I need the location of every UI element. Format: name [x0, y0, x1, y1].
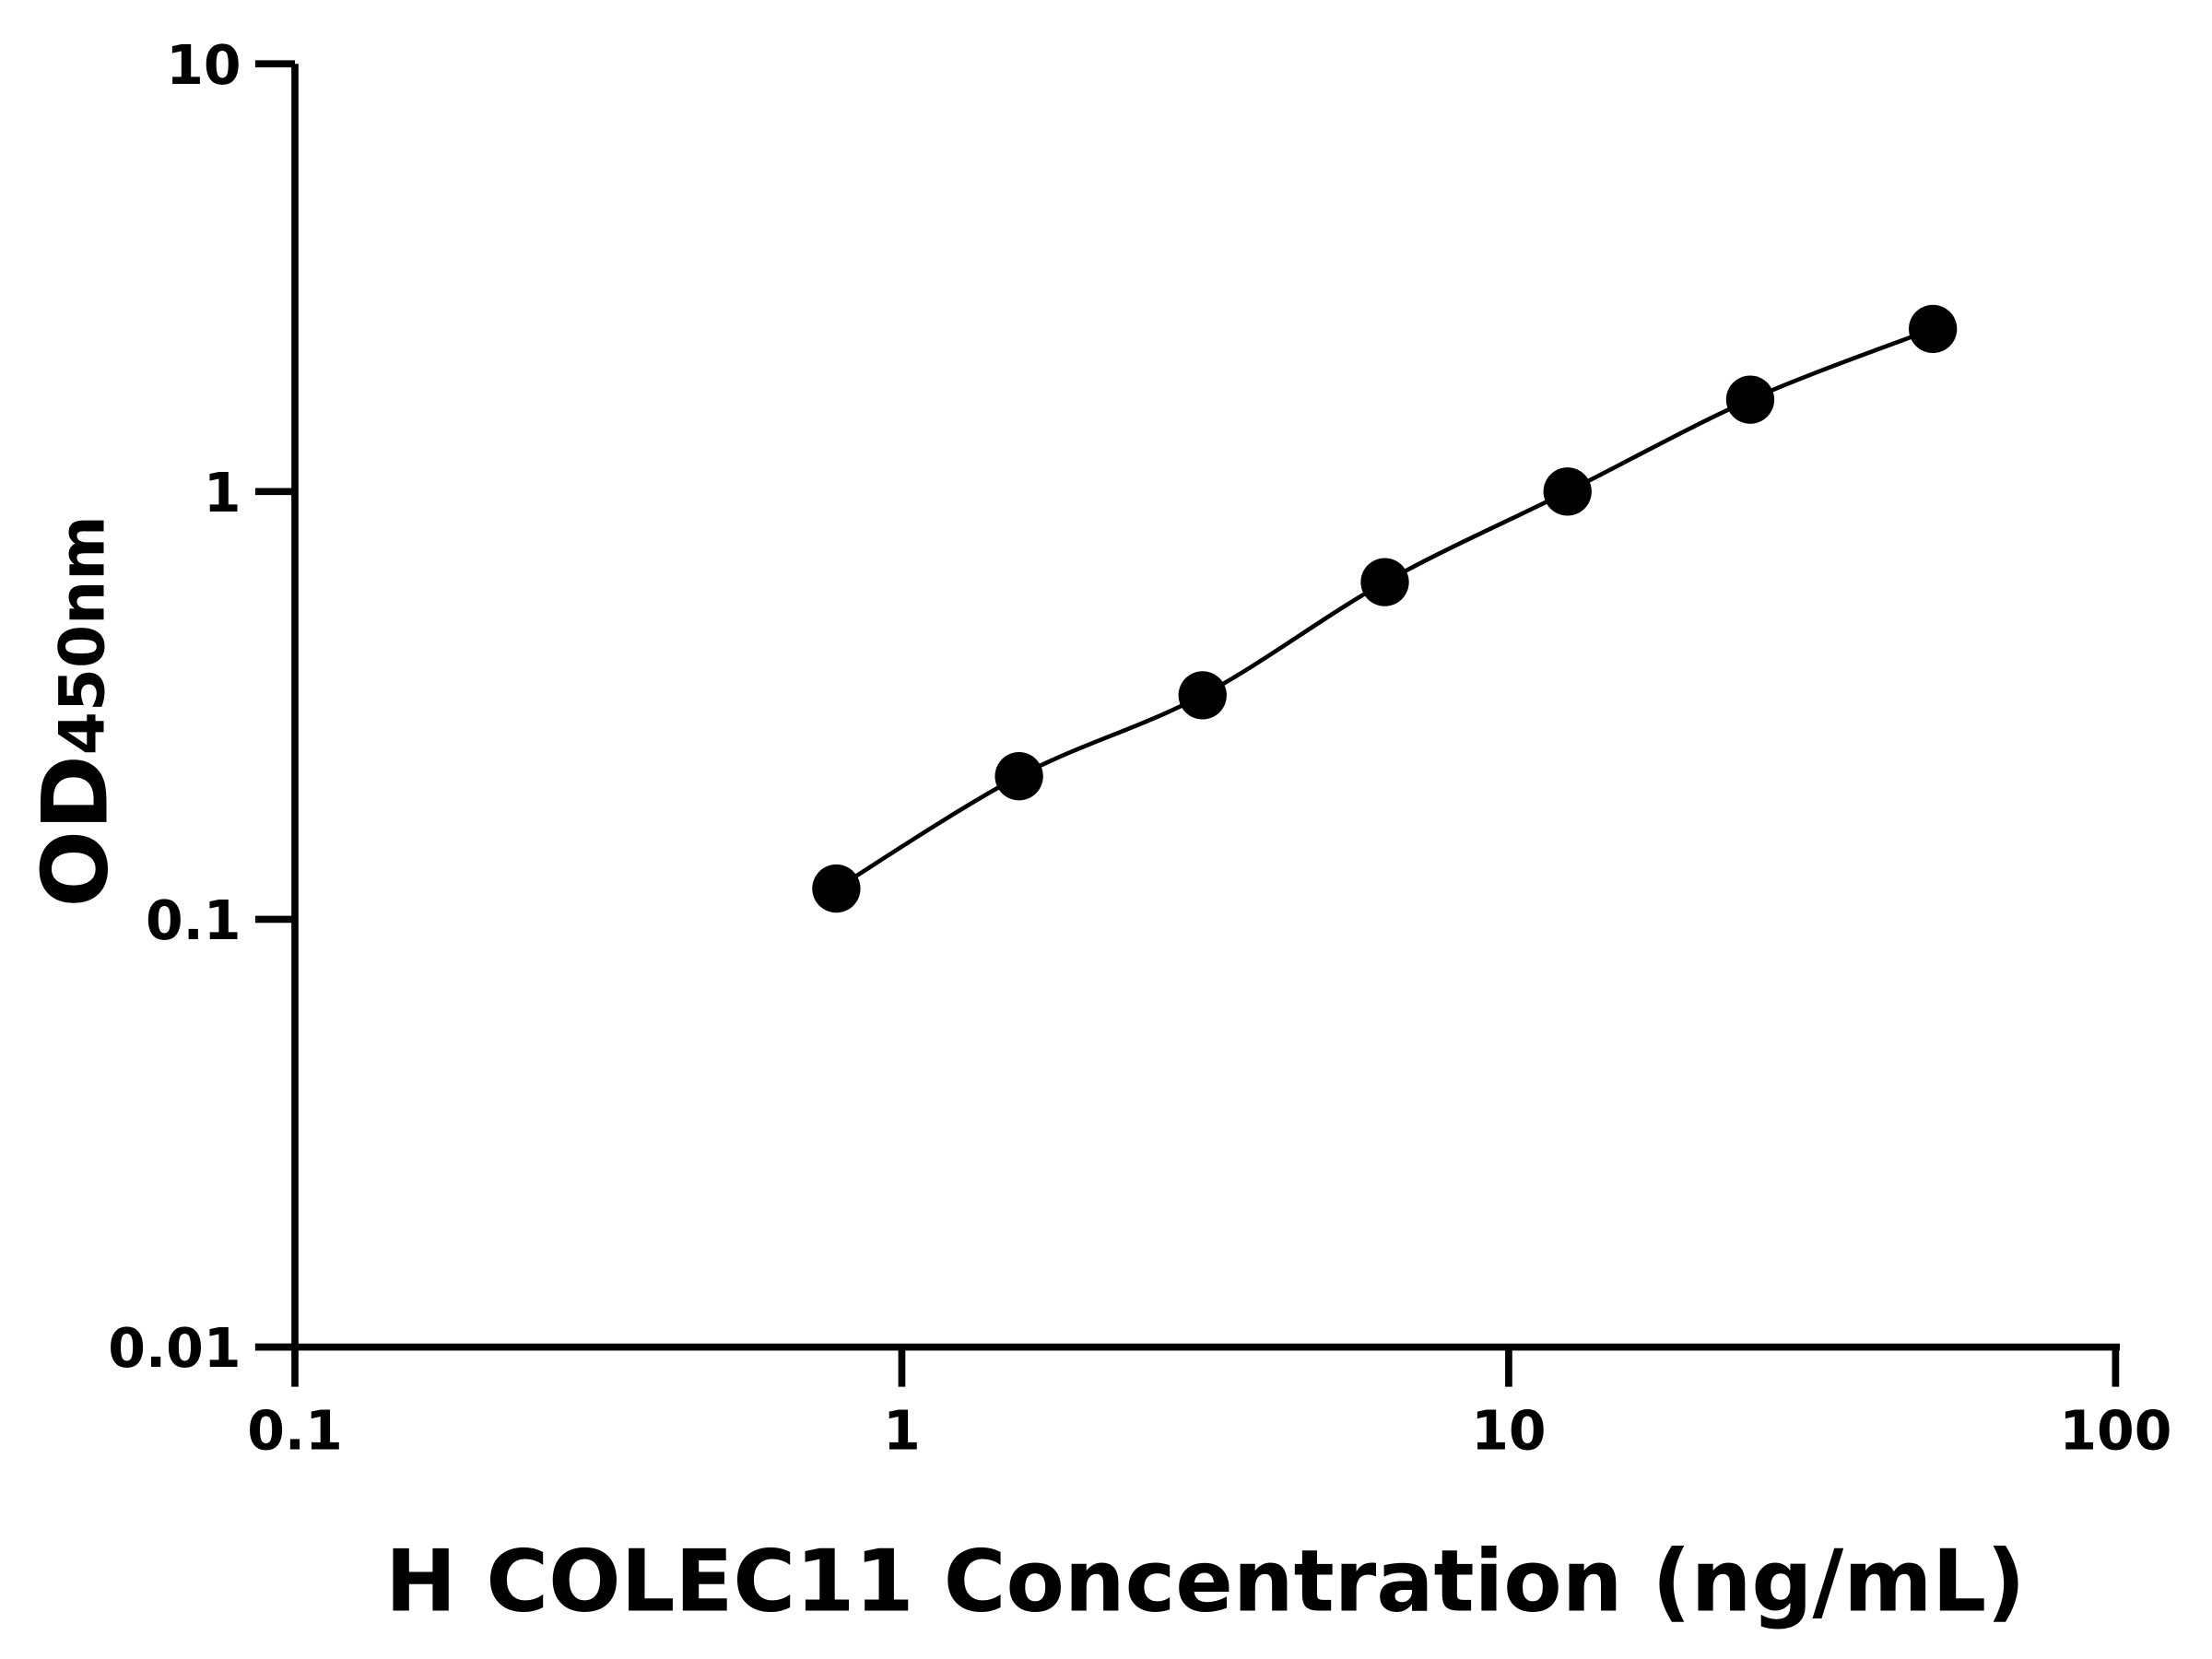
data-point [1360, 558, 1409, 606]
y-axis-label: OD450nm [23, 515, 128, 907]
data-point [812, 864, 861, 913]
x-tick-label: 0.1 [247, 1399, 343, 1462]
data-point [1543, 467, 1592, 516]
x-tick-label: 10 [1471, 1399, 1546, 1462]
data-point [994, 752, 1043, 801]
x-tick-label: 100 [2059, 1399, 2171, 1462]
y-tick-label: 1 [204, 462, 241, 524]
y-tick-label: 0.01 [108, 1317, 241, 1380]
x-tick-label: 1 [883, 1399, 921, 1462]
y-axis-label-sub: 450nm [45, 515, 118, 755]
y-tick-label: 10 [166, 34, 241, 97]
data-point [1725, 375, 1775, 424]
svg-text:OD450nm: OD450nm [23, 515, 128, 907]
data-point [1909, 304, 1958, 354]
data-point [1178, 671, 1227, 720]
y-axis-label-main: OD [23, 755, 128, 907]
y-tick-label: 0.1 [146, 889, 241, 952]
x-axis-label: H COLEC11 Concentration (ng/mL) [385, 1532, 2025, 1631]
data-points [812, 304, 1958, 913]
